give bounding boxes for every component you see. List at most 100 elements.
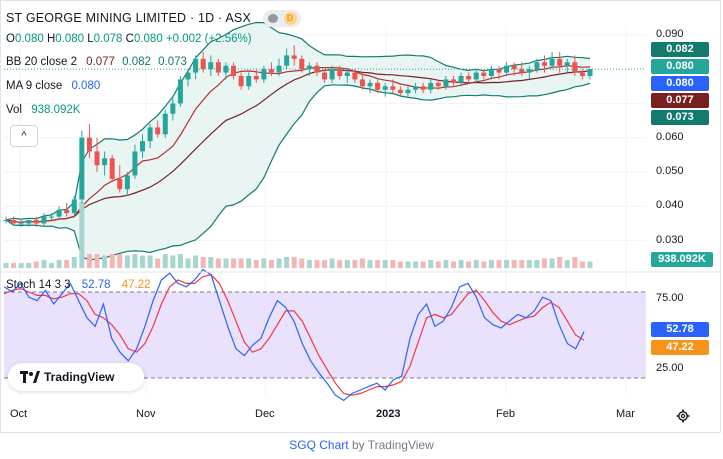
candle	[261, 65, 267, 83]
candle	[496, 65, 502, 80]
close-value: 0.080	[133, 33, 163, 45]
candle	[147, 124, 153, 148]
candle-body	[56, 209, 62, 217]
time-tick-label: Oct	[10, 408, 28, 420]
candle-body	[413, 86, 419, 90]
volume-bar	[162, 254, 168, 268]
candle-body	[299, 58, 305, 70]
vol-label: Vol	[6, 104, 22, 116]
tradingview-watermark[interactable]: TradingView	[8, 363, 144, 391]
bb-lower-value: 0.073	[158, 56, 187, 68]
candle-body	[246, 76, 252, 87]
candle	[458, 72, 464, 87]
volume-bar	[215, 258, 221, 268]
candle-body	[200, 58, 206, 70]
candle	[367, 79, 373, 94]
volume-bar	[140, 255, 146, 268]
candle-body	[185, 72, 191, 80]
collapse-legend-button[interactable]: ^	[10, 125, 38, 147]
candle-body	[344, 72, 350, 76]
candle	[405, 86, 411, 97]
volume-bar	[450, 261, 456, 268]
last-price-label: 0.080	[651, 59, 709, 74]
price-tick-label: 0.030	[656, 233, 684, 246]
candle	[572, 55, 578, 76]
candle	[246, 72, 252, 90]
volume-bar	[322, 260, 328, 268]
volume-bar	[155, 258, 161, 268]
candle-body	[102, 158, 108, 166]
ma-legend[interactable]: MA 9 close 0.080	[6, 80, 104, 92]
volume-bar	[238, 258, 244, 268]
open-key: O	[6, 33, 15, 45]
bb-legend[interactable]: BB 20 close 2 0.077 0.082 0.073	[6, 56, 191, 68]
volume-bar	[329, 258, 335, 268]
candle-body	[572, 62, 578, 73]
candle	[481, 69, 487, 80]
stoch-k-line	[3, 268, 585, 402]
volume-bar	[579, 261, 585, 268]
candle	[473, 69, 479, 83]
footer-by-text[interactable]: by TradingView	[351, 438, 434, 452]
stoch-k-price-label: 52.78	[651, 322, 709, 337]
volume-bar	[185, 258, 191, 268]
candle	[519, 62, 525, 76]
candle-body	[557, 58, 563, 66]
volume-bar	[109, 254, 115, 268]
candle	[291, 45, 297, 66]
bb-upper-price-label: 0.082	[651, 42, 709, 57]
candle-body	[397, 89, 403, 94]
footer-symbol-link[interactable]: SGQ Chart	[289, 438, 349, 452]
volume-bar	[352, 260, 358, 268]
candle-body	[579, 72, 585, 76]
candle	[71, 196, 77, 217]
candle	[193, 55, 199, 80]
candle-body	[337, 69, 343, 76]
candle-body	[41, 216, 47, 224]
symbol-title[interactable]: ST GEORGE MINING LIMITED · 1D · ASX	[6, 10, 252, 25]
ma-price-label: 0.080	[651, 76, 709, 91]
volume-bar	[94, 254, 100, 268]
candle-body	[124, 175, 130, 190]
candle-body	[147, 127, 153, 142]
candle	[18, 220, 24, 227]
candle	[526, 65, 532, 80]
vol-legend[interactable]: Vol 938.092K	[6, 104, 84, 116]
candle	[26, 220, 32, 227]
bollinger-basis-line	[5, 69, 591, 223]
candle	[329, 65, 335, 83]
candle	[284, 48, 290, 70]
volume-bar	[261, 258, 267, 268]
candle	[534, 58, 540, 73]
chart-canvas[interactable]	[0, 0, 723, 433]
candle	[162, 110, 168, 138]
volume-bar	[541, 258, 547, 268]
candle	[299, 55, 305, 73]
volume-bar	[458, 260, 464, 268]
delay-badge: D	[283, 12, 297, 25]
ma-label: MA 9 close	[6, 80, 63, 92]
volume-bar	[390, 260, 396, 268]
time-tick-label: Nov	[136, 408, 156, 420]
volume-bar	[18, 263, 24, 268]
eye-icon	[267, 14, 278, 23]
candle-body	[488, 69, 494, 76]
candle	[253, 69, 259, 83]
candle-body	[541, 62, 547, 66]
candle-body	[71, 199, 77, 214]
volume-bar	[413, 261, 419, 268]
candle	[375, 79, 381, 94]
data-status-pill[interactable]: D	[262, 10, 301, 27]
candle-body	[390, 86, 396, 90]
candle-body	[375, 82, 381, 90]
settings-gear-icon[interactable]	[676, 409, 690, 423]
candle	[337, 65, 343, 80]
stoch-legend[interactable]: Stoch 14 3 3 52.78 47.22	[6, 279, 151, 291]
candle	[488, 65, 494, 80]
price-tick-label: 0.060	[656, 130, 684, 143]
volume-bar	[534, 260, 540, 268]
candle	[420, 82, 426, 94]
candle-body	[306, 65, 312, 70]
candle-body	[155, 127, 161, 135]
candle	[170, 96, 176, 121]
